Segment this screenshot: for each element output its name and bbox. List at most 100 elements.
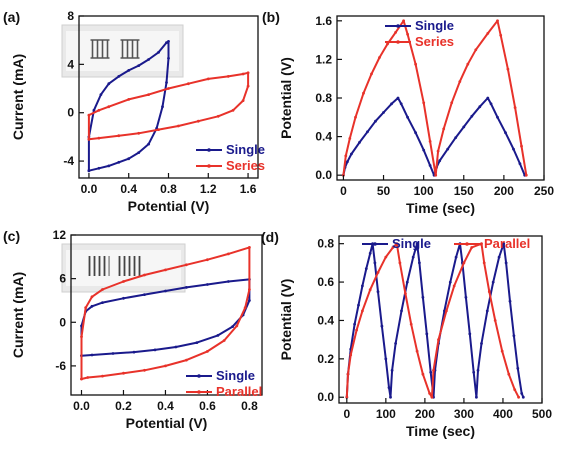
data-point	[491, 280, 495, 284]
x-tick-label: 400	[493, 407, 513, 421]
data-point	[486, 96, 490, 100]
data-point	[345, 395, 349, 399]
data-point	[468, 332, 472, 336]
data-point	[475, 395, 478, 399]
data-point	[107, 164, 111, 168]
data-point	[466, 62, 470, 66]
data-point	[384, 357, 388, 361]
y-tick-label: 12	[53, 228, 67, 242]
data-point	[394, 31, 397, 34]
panel-label: (c)	[3, 228, 20, 244]
data-point	[482, 261, 486, 265]
data-point	[117, 134, 121, 138]
series-series	[87, 71, 250, 141]
y-axis-label: Potential (V)	[278, 279, 294, 361]
data-point	[414, 62, 417, 66]
series-single	[345, 242, 525, 399]
data-point	[84, 306, 88, 310]
data-point	[87, 113, 91, 117]
data-point	[391, 246, 395, 249]
data-point	[499, 33, 503, 37]
legend-marker	[207, 148, 211, 152]
data-point	[387, 386, 391, 389]
legend: Single Parallel	[362, 236, 530, 251]
data-point	[187, 82, 190, 86]
data-point	[422, 148, 426, 152]
data-point	[438, 159, 442, 163]
data-point	[454, 136, 458, 140]
data-point	[349, 353, 353, 357]
legend-marker	[465, 242, 469, 246]
legend-label: Parallel	[484, 236, 530, 251]
data-point	[246, 71, 250, 75]
y-axis-label: Current (mA)	[10, 54, 26, 140]
data-point	[248, 299, 251, 302]
series-line	[342, 97, 526, 177]
data-point	[474, 48, 478, 52]
y-tick-label: 1.2	[315, 52, 332, 66]
data-point	[177, 124, 180, 128]
data-point	[409, 322, 413, 326]
data-point	[504, 131, 507, 135]
series-line	[80, 246, 251, 380]
data-point	[90, 295, 94, 299]
data-point	[384, 255, 388, 259]
data-point	[157, 50, 161, 54]
data-point	[489, 102, 493, 106]
data-point	[446, 147, 450, 151]
data-point	[164, 364, 167, 368]
y-tick-label: -6	[55, 359, 66, 373]
legend-label: Series	[415, 34, 454, 49]
data-point	[137, 151, 141, 155]
x-tick-label: 0.0	[73, 399, 90, 413]
chart-panel-d: 0 100 200 300 400 500 0.0 0.2 0.4 0.6 0.8 Time (sec…	[261, 229, 552, 439]
data-point	[405, 280, 409, 284]
data-point	[390, 369, 394, 372]
data-point	[373, 261, 377, 265]
data-point	[127, 98, 131, 101]
data-point	[348, 137, 352, 140]
y-tick-label: 0	[59, 315, 66, 329]
plot-frame	[338, 235, 543, 404]
chart-panel-a: 0.0 0.4 0.8 1.2 1.6 -4 0 4 8 Potential (V) Current…	[3, 9, 265, 214]
data-point	[480, 242, 483, 246]
data-point	[434, 173, 438, 177]
data-point	[378, 56, 381, 59]
data-point	[421, 296, 425, 299]
inset-photo	[61, 243, 186, 293]
series-parallel	[80, 246, 251, 381]
data-point	[147, 142, 151, 146]
data-point	[462, 125, 466, 129]
data-point	[422, 101, 426, 105]
data-point	[101, 288, 104, 291]
legend-label: Series	[226, 158, 265, 173]
data-point	[185, 263, 188, 267]
legend-item-single: Single	[385, 18, 454, 33]
y-tick-label: 0	[67, 106, 74, 120]
data-point	[390, 102, 393, 106]
data-point	[398, 261, 402, 265]
data-point	[520, 144, 523, 148]
x-tick-label: 0.6	[199, 399, 216, 413]
legend-marker	[197, 374, 201, 378]
data-point	[395, 242, 399, 246]
legend-marker	[396, 40, 400, 44]
chart-panel-c: 0.0 0.2 0.4 0.6 0.8 -6 0 6 12 Potential (V) Curren…	[3, 228, 263, 431]
data-point	[497, 255, 501, 259]
data-point	[406, 115, 409, 119]
data-point	[227, 252, 230, 256]
x-axis-label: Time (sec)	[406, 200, 475, 216]
y-tick-label: 8	[67, 9, 74, 23]
legend-marker	[396, 24, 400, 28]
data-point	[389, 395, 392, 399]
x-tick-label: 1.6	[240, 182, 257, 196]
x-tick-label: 300	[454, 407, 474, 421]
data-point	[241, 99, 245, 102]
data-point	[516, 367, 520, 370]
data-point	[216, 334, 220, 337]
x-axis-label: Potential (V)	[128, 198, 210, 214]
data-point	[513, 106, 517, 109]
series-series	[342, 19, 528, 177]
